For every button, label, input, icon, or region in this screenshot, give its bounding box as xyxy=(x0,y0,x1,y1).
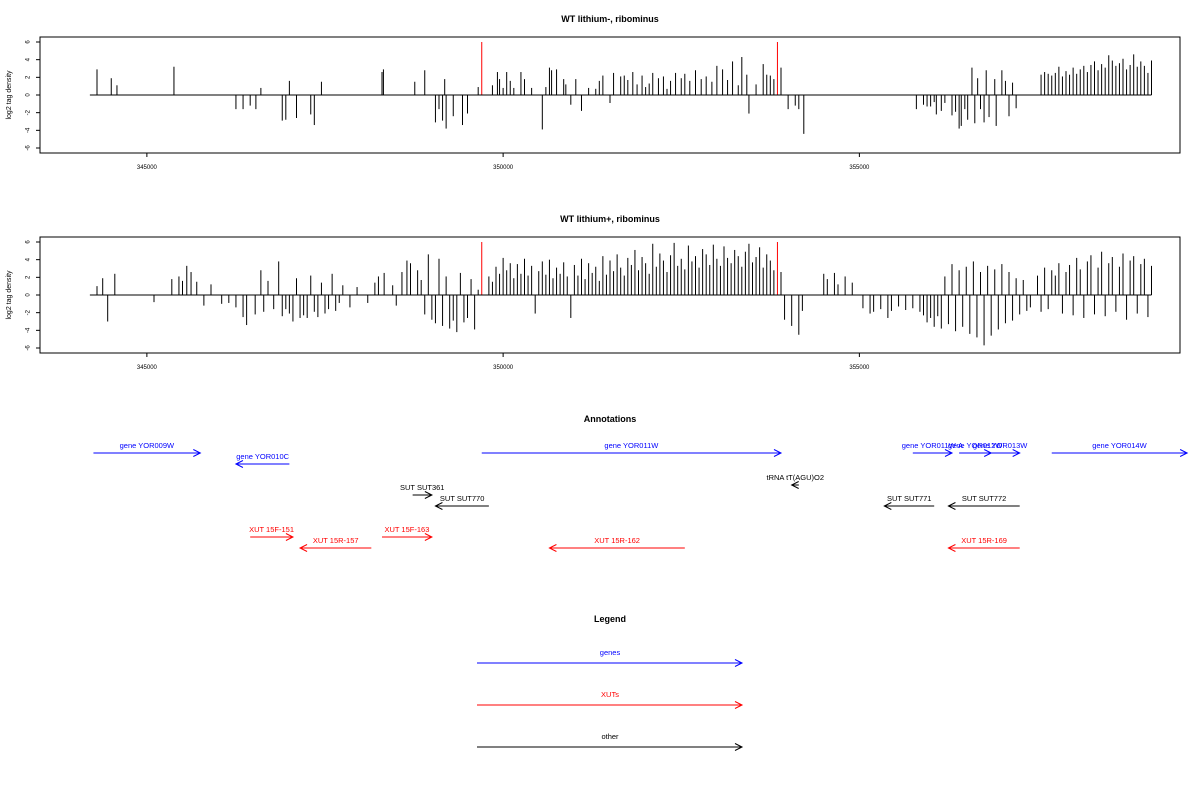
y-tick-label: -6 xyxy=(26,345,32,351)
x-tick-label: 350000 xyxy=(493,165,514,171)
x-tick-label: 355000 xyxy=(849,165,870,171)
annotation-feature: gene YOR014W xyxy=(1051,441,1189,457)
legend: Legend genes XUTs other xyxy=(477,614,744,751)
y-tick-label: -2 xyxy=(26,309,32,315)
feature-label: XUT 15R-162 xyxy=(594,536,640,545)
feature-arrowhead xyxy=(298,544,308,552)
feature-label: gene YOR011W xyxy=(604,441,659,450)
annotation-feature: XUT 15R-157 xyxy=(298,536,372,552)
y-tick-label: 4 xyxy=(26,57,32,61)
y-axis-label: log2 tag density xyxy=(6,70,13,120)
feature-arrowhead xyxy=(424,491,433,499)
track-panel-lithium-plus: WT lithium+, ribominus log2 tag density … xyxy=(6,214,1181,371)
track-title: WT lithium+, ribominus xyxy=(560,214,660,224)
y-tick-label: -2 xyxy=(26,109,32,115)
annotation-feature: SUT SUT771 xyxy=(883,494,935,510)
y-tick-label: -6 xyxy=(26,145,32,151)
feature-label: gene YOR010C xyxy=(236,452,289,461)
feature-label: gene YOR012W xyxy=(948,441,1003,450)
feature-label: XUT 15R-157 xyxy=(313,536,359,545)
annotation-feature: XUT 15F-151 xyxy=(249,525,295,541)
feature-label: XUT 15F-163 xyxy=(384,525,429,534)
y-tick-label: 2 xyxy=(26,75,32,79)
feature-label: gene YOR014W xyxy=(1092,441,1147,450)
feature-label: SUT SUT772 xyxy=(962,494,1006,503)
feature-label: gene YOR011W-A xyxy=(902,441,963,450)
feature-arrowhead xyxy=(790,481,799,489)
feature-label: SUT SUT770 xyxy=(440,494,484,503)
x-tick-label: 355000 xyxy=(849,365,870,371)
y-tick-label: -4 xyxy=(26,327,32,333)
feature-label: XUT 15R-169 xyxy=(961,536,1007,545)
feature-arrowhead xyxy=(1179,449,1189,457)
x-tick-label: 345000 xyxy=(137,365,158,371)
y-tick-label: 0 xyxy=(26,293,32,297)
feature-arrowhead xyxy=(944,449,954,457)
legend-item: XUTs xyxy=(477,690,744,709)
feature-label: SUT SUT361 xyxy=(400,483,444,492)
legend-arrowhead xyxy=(734,659,744,667)
x-tick-label: 350000 xyxy=(493,365,514,371)
annotation-feature: SUT SUT361 xyxy=(400,483,444,499)
y-axis-label: log2 tag density xyxy=(6,270,13,320)
annotation-feature: tRNA tT(AGU)O2 xyxy=(766,473,824,489)
legend-label: XUTs xyxy=(601,690,619,699)
legend-item: genes xyxy=(477,648,744,667)
feature-arrowhead xyxy=(947,502,956,510)
legend-arrowhead xyxy=(734,743,744,751)
annotation-feature: SUT SUT770 xyxy=(434,494,489,510)
x-axis-ticks: 345000 350000 355000 xyxy=(137,353,870,371)
feature-arrowhead xyxy=(434,502,443,510)
y-tick-label: -4 xyxy=(26,127,32,133)
annotation-feature: XUT 15R-162 xyxy=(548,536,685,552)
y-tick-label: 2 xyxy=(26,275,32,279)
annotation-feature: XUT 15F-163 xyxy=(382,525,433,541)
y-tick-label: 0 xyxy=(26,93,32,97)
annotations-title: Annotations xyxy=(584,414,637,424)
feature-label: XUT 15F-151 xyxy=(249,525,294,534)
annotation-feature: gene YOR010C xyxy=(234,452,290,468)
feature-arrowhead xyxy=(424,533,433,541)
y-tick-label: 4 xyxy=(26,257,32,261)
feature-arrowhead xyxy=(883,502,892,510)
feature-arrowhead xyxy=(234,460,244,468)
annotation-feature: gene YOR013W xyxy=(973,441,1028,457)
feature-arrowhead xyxy=(773,449,783,457)
feature-arrowhead xyxy=(1012,449,1021,457)
legend-arrowhead xyxy=(734,701,744,709)
annotation-feature: gene YOR011W-A xyxy=(902,441,963,457)
annotation-feature: SUT SUT772 xyxy=(947,494,1020,510)
y-axis-ticks: 6 4 2 0 -2 -4 -6 xyxy=(26,240,40,351)
annotation-feature: XUT 15R-169 xyxy=(947,536,1020,552)
feature-arrowhead xyxy=(947,544,956,552)
annotation-feature: gene YOR009W xyxy=(93,441,202,457)
feature-arrowhead xyxy=(193,449,202,457)
annotation-features: gene YOR009W gene YOR010C gene YOR011W gene… xyxy=(93,441,1189,552)
y-tick-label: 6 xyxy=(26,240,32,244)
feature-label: tRNA tT(AGU)O2 xyxy=(766,473,824,482)
legend-label: other xyxy=(601,732,619,741)
feature-arrowhead xyxy=(285,533,295,541)
legend-item: other xyxy=(477,732,744,751)
y-tick-label: 6 xyxy=(26,40,32,44)
annotation-feature: gene YOR011W xyxy=(481,441,783,457)
x-tick-label: 345000 xyxy=(137,165,158,171)
legend-label: genes xyxy=(600,648,621,657)
legend-items: genes XUTs other xyxy=(477,648,744,751)
track-panel-lithium-minus: WT lithium-, ribominus log2 tag density … xyxy=(6,14,1181,171)
feature-label: gene YOR013W xyxy=(973,441,1028,450)
legend-title: Legend xyxy=(594,614,626,624)
density-bars xyxy=(96,242,1152,346)
x-axis-ticks: 345000 350000 355000 xyxy=(137,153,870,171)
y-axis-ticks: 6 4 2 0 -2 -4 -6 xyxy=(26,40,40,151)
feature-label: gene YOR009W xyxy=(120,441,175,450)
feature-label: SUT SUT771 xyxy=(887,494,931,503)
track-title: WT lithium-, ribominus xyxy=(561,14,659,24)
density-bars xyxy=(96,42,1152,134)
feature-arrowhead xyxy=(548,544,557,552)
